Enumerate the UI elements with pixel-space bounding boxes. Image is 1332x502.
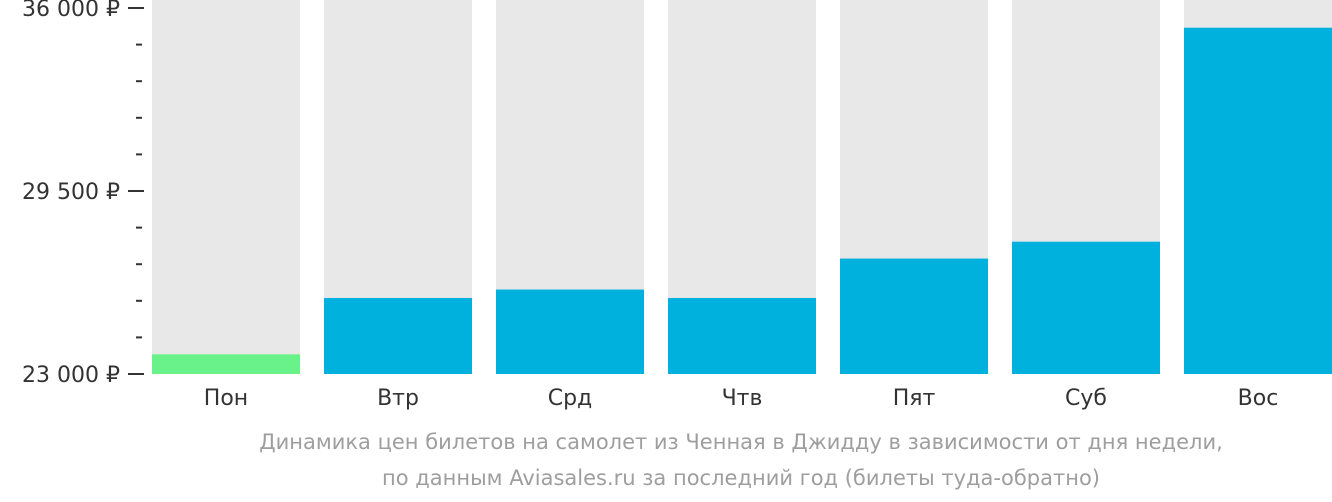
bar — [840, 258, 988, 374]
chart-caption-line-2: по данным Aviasales.ru за последний год … — [382, 466, 1100, 490]
x-tick-label: Вос — [1238, 386, 1279, 411]
bars — [152, 27, 1332, 374]
bar — [152, 354, 300, 374]
y-tick-label: 29 500 ₽ — [22, 180, 120, 205]
bar — [1184, 27, 1332, 374]
x-tick-label: Пят — [893, 386, 936, 411]
bar — [496, 289, 644, 374]
bar-track — [152, 0, 300, 374]
bar — [1012, 241, 1160, 374]
y-axis: 23 000 ₽ 29 500 ₽ 36 000 ₽ — [22, 0, 144, 388]
price-by-weekday-chart: 23 000 ₽ 29 500 ₽ 36 000 ₽ Пон Втр Срд Чтв Пят… — [22, 0, 1332, 411]
y-tick-label: 23 000 ₽ — [22, 363, 120, 388]
x-tick-label: Пон — [204, 386, 248, 411]
bar — [668, 297, 816, 374]
chart-caption-line-1: Динамика цен билетов на самолет из Ченна… — [259, 430, 1223, 454]
x-tick-label: Втр — [377, 386, 419, 411]
x-tick-label: Срд — [548, 386, 593, 411]
x-tick-label: Суб — [1065, 386, 1107, 411]
bar — [324, 297, 472, 374]
x-axis: Пон Втр Срд Чтв Пят Суб Вос — [204, 386, 1279, 411]
x-tick-label: Чтв — [722, 386, 763, 411]
y-tick-label: 36 000 ₽ — [22, 0, 120, 22]
